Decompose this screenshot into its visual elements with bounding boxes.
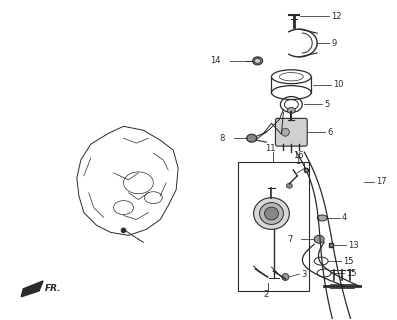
Text: 5: 5	[324, 100, 330, 109]
Ellipse shape	[121, 228, 126, 233]
Ellipse shape	[286, 183, 292, 188]
Text: 15: 15	[343, 257, 353, 266]
Polygon shape	[21, 281, 43, 297]
Ellipse shape	[260, 203, 283, 224]
Text: 10: 10	[333, 80, 343, 89]
Ellipse shape	[282, 274, 289, 280]
Text: 9: 9	[331, 38, 336, 48]
Text: 16: 16	[293, 151, 303, 160]
Text: FR.: FR.	[45, 284, 62, 293]
Text: 15: 15	[346, 268, 357, 277]
Ellipse shape	[252, 57, 262, 65]
Bar	[238, 162, 309, 291]
Text: 6: 6	[327, 128, 332, 137]
Text: 2: 2	[264, 290, 269, 299]
Text: 13: 13	[348, 241, 358, 250]
Ellipse shape	[287, 108, 295, 113]
Text: 12: 12	[331, 12, 341, 21]
Ellipse shape	[281, 128, 289, 136]
Ellipse shape	[247, 134, 256, 142]
Text: 3: 3	[301, 269, 306, 278]
Ellipse shape	[317, 215, 327, 221]
Text: 14: 14	[210, 56, 220, 65]
Text: 1: 1	[295, 157, 301, 166]
Text: 8: 8	[220, 134, 225, 143]
Ellipse shape	[264, 207, 278, 220]
FancyBboxPatch shape	[276, 118, 307, 146]
Text: 11: 11	[266, 144, 276, 153]
Text: 4: 4	[342, 213, 347, 222]
Ellipse shape	[314, 235, 324, 243]
Text: 17: 17	[376, 177, 386, 186]
Text: 7: 7	[287, 235, 293, 244]
Ellipse shape	[254, 58, 260, 63]
Ellipse shape	[254, 198, 289, 229]
